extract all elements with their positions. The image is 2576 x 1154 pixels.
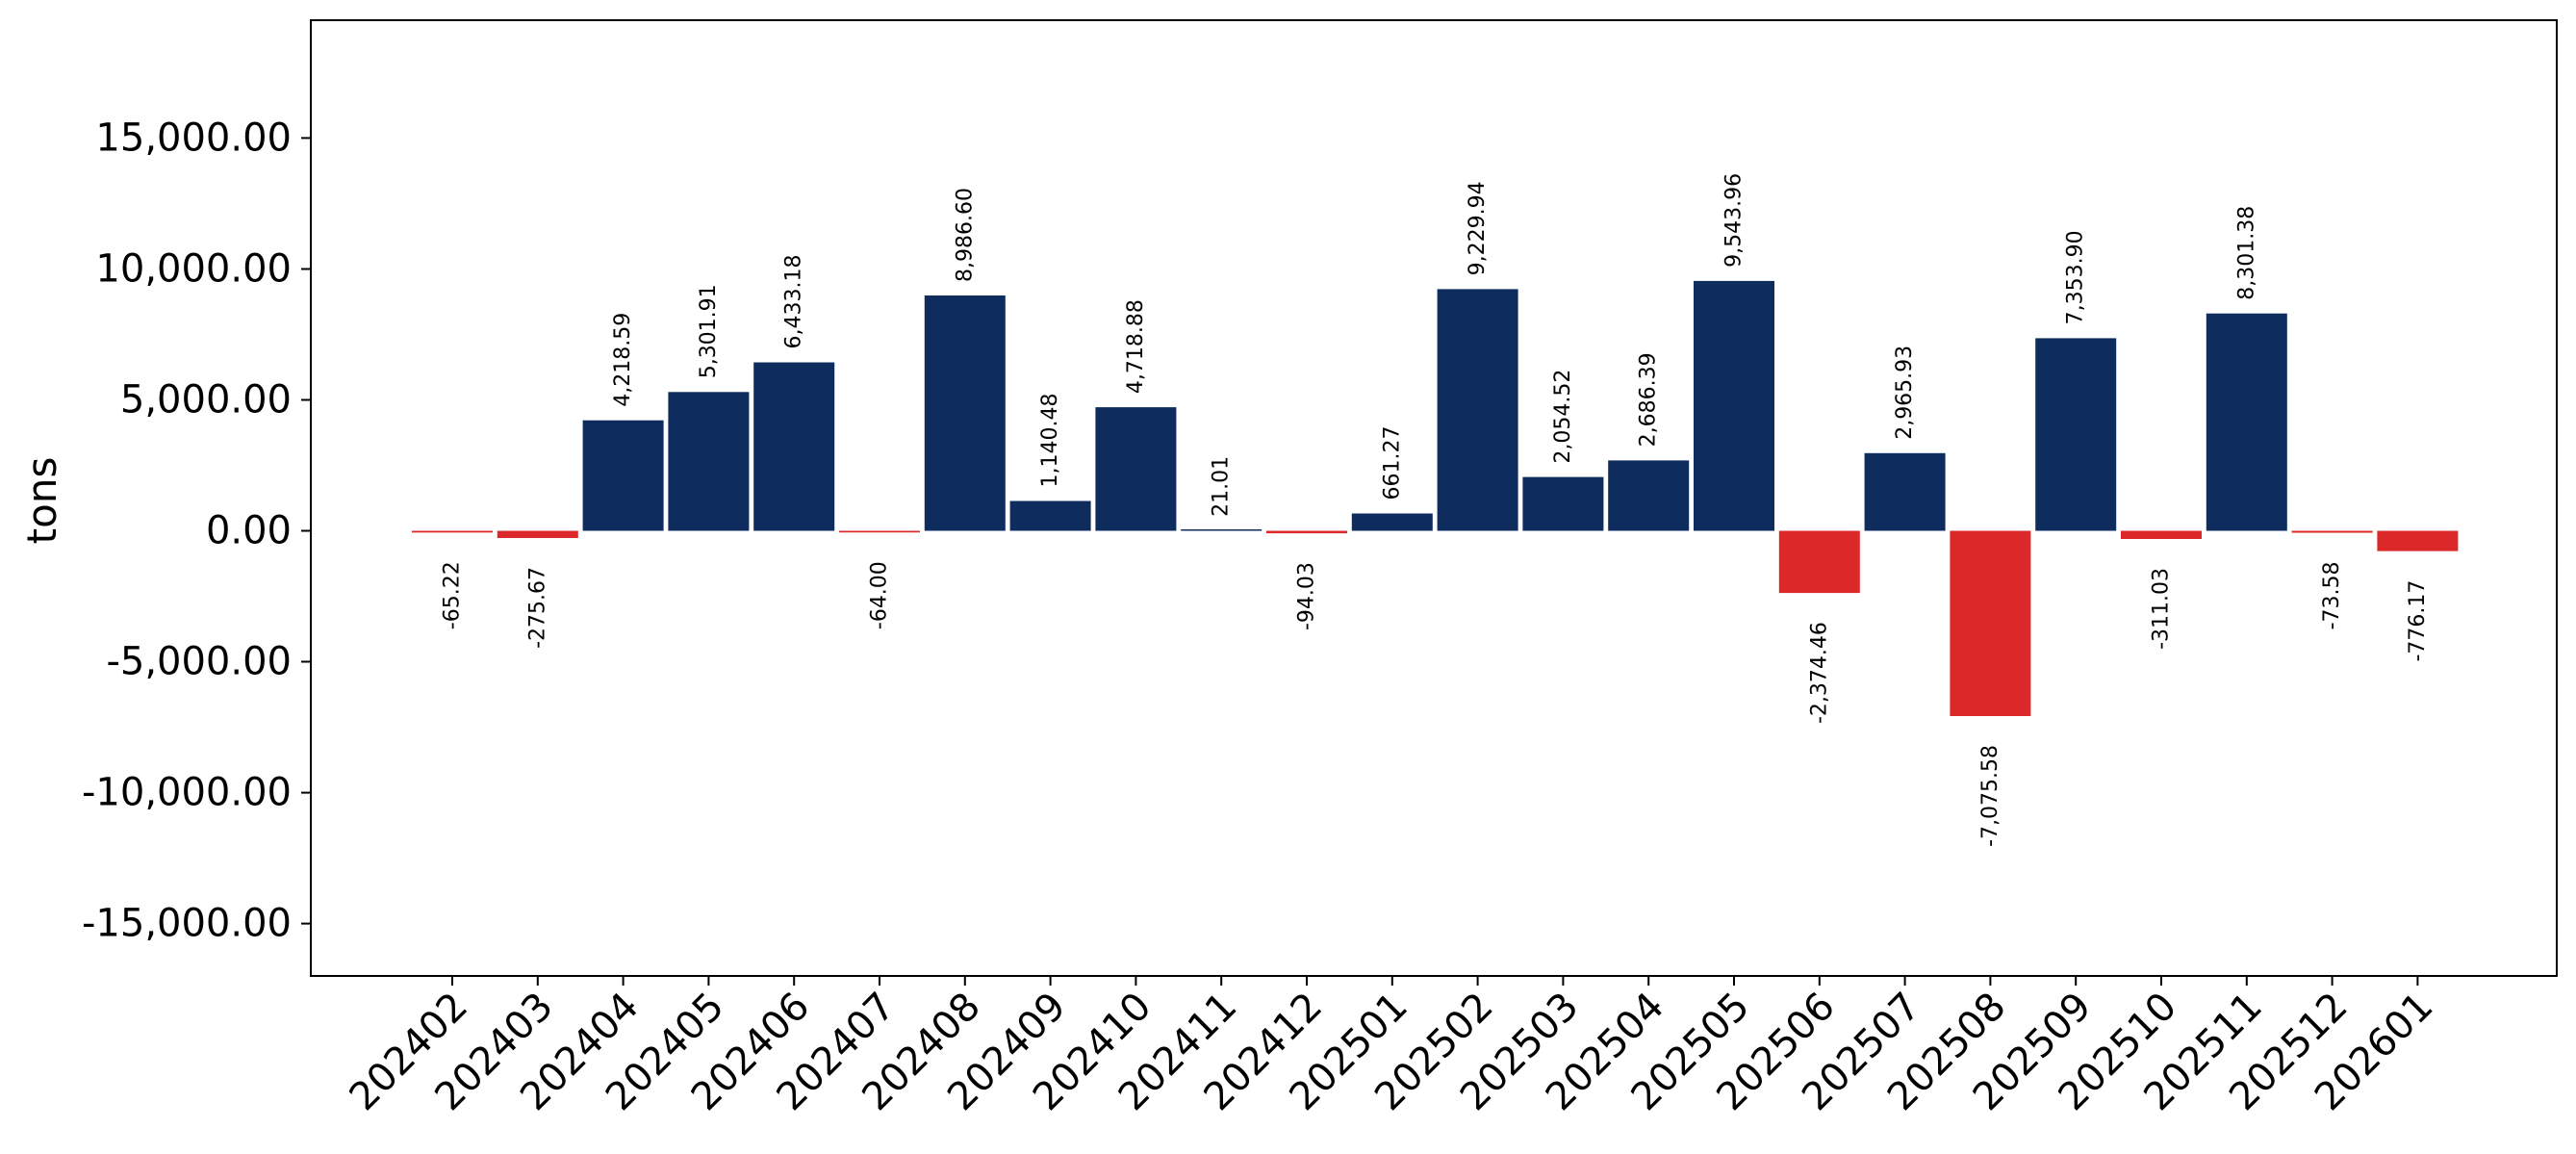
bar-data-label: 9,543.96 (1722, 173, 1747, 268)
bars-group (412, 280, 2459, 716)
y-tick-label: -15,000.00 (82, 902, 292, 946)
bar (1266, 530, 1347, 534)
bar (668, 392, 750, 531)
bar-data-label: -73.58 (2320, 562, 2344, 630)
bar (582, 420, 664, 531)
x-axis: 2024022024032024042024052024062024072024… (342, 976, 2441, 1119)
bar (412, 530, 493, 533)
bar (1095, 407, 1177, 531)
bar (1181, 529, 1262, 531)
bar (924, 295, 1006, 531)
bar (2377, 530, 2459, 551)
y-tick-label: -5,000.00 (106, 640, 292, 684)
bar-data-label: 2,686.39 (1637, 352, 1661, 447)
bar-data-label: 661.27 (1380, 426, 1404, 500)
bar-data-label: -64.00 (868, 561, 892, 629)
bar-data-label: -2,374.46 (1807, 622, 1831, 724)
bar (839, 530, 920, 533)
bar-data-label: 5,301.91 (697, 284, 721, 378)
y-tick-label: 5,000.00 (120, 378, 292, 423)
bar (1950, 530, 2031, 716)
bar-data-label: 1,140.48 (1038, 394, 1062, 488)
y-tick-label: 0.00 (206, 509, 292, 553)
bar (1694, 280, 1774, 531)
bar (2035, 338, 2117, 531)
plot-frame (310, 19, 2558, 977)
bar-data-label: -7,075.58 (1978, 745, 2002, 847)
bar (1351, 513, 1433, 531)
y-tick-label: -10,000.00 (82, 771, 292, 815)
bar-data-label: -776.17 (2406, 580, 2430, 662)
bar-data-label: 9,229.94 (1466, 181, 1490, 275)
bar-data-label: 8,301.38 (2234, 206, 2258, 300)
y-tick-label: 10,000.00 (95, 247, 292, 292)
bar-data-label: 7,353.90 (2064, 230, 2088, 324)
bar (497, 530, 578, 538)
bar-data-label: 4,718.88 (1124, 299, 1148, 394)
y-axis-title: tons (18, 457, 65, 545)
bar-data-label: -275.67 (525, 567, 549, 649)
bar (2206, 313, 2287, 531)
bar-data-label: -65.22 (441, 561, 465, 629)
bar-data-label: 8,986.60 (953, 188, 977, 282)
bar (1608, 460, 1690, 531)
bar (1437, 289, 1518, 531)
bar-data-label: 21.01 (1210, 456, 1234, 517)
bar-data-label: 6,433.18 (782, 255, 806, 349)
bar-data-label: 2,965.93 (1893, 346, 1917, 440)
bar-data-label: 2,054.52 (1551, 370, 1575, 464)
bar (1009, 500, 1091, 531)
bar (1778, 530, 1860, 594)
bar (2291, 530, 2373, 533)
y-axis: -15,000.00 -10,000.00 -5,000.00 0.00 5,000.0… (82, 115, 311, 946)
bar-data-label: 4,218.59 (611, 313, 635, 407)
bar-data-label: -311.03 (2150, 568, 2174, 650)
bar (1522, 476, 1604, 531)
bar (753, 362, 835, 531)
bar-labels-group: -65.22 -275.67 4,218.59 5,301.91 6,433.18 -64… (441, 173, 2430, 847)
bar (2121, 530, 2202, 539)
bar (1864, 452, 1946, 531)
y-tick-label: 15,000.00 (95, 115, 292, 160)
bar-data-label: -94.03 (1295, 562, 1319, 630)
